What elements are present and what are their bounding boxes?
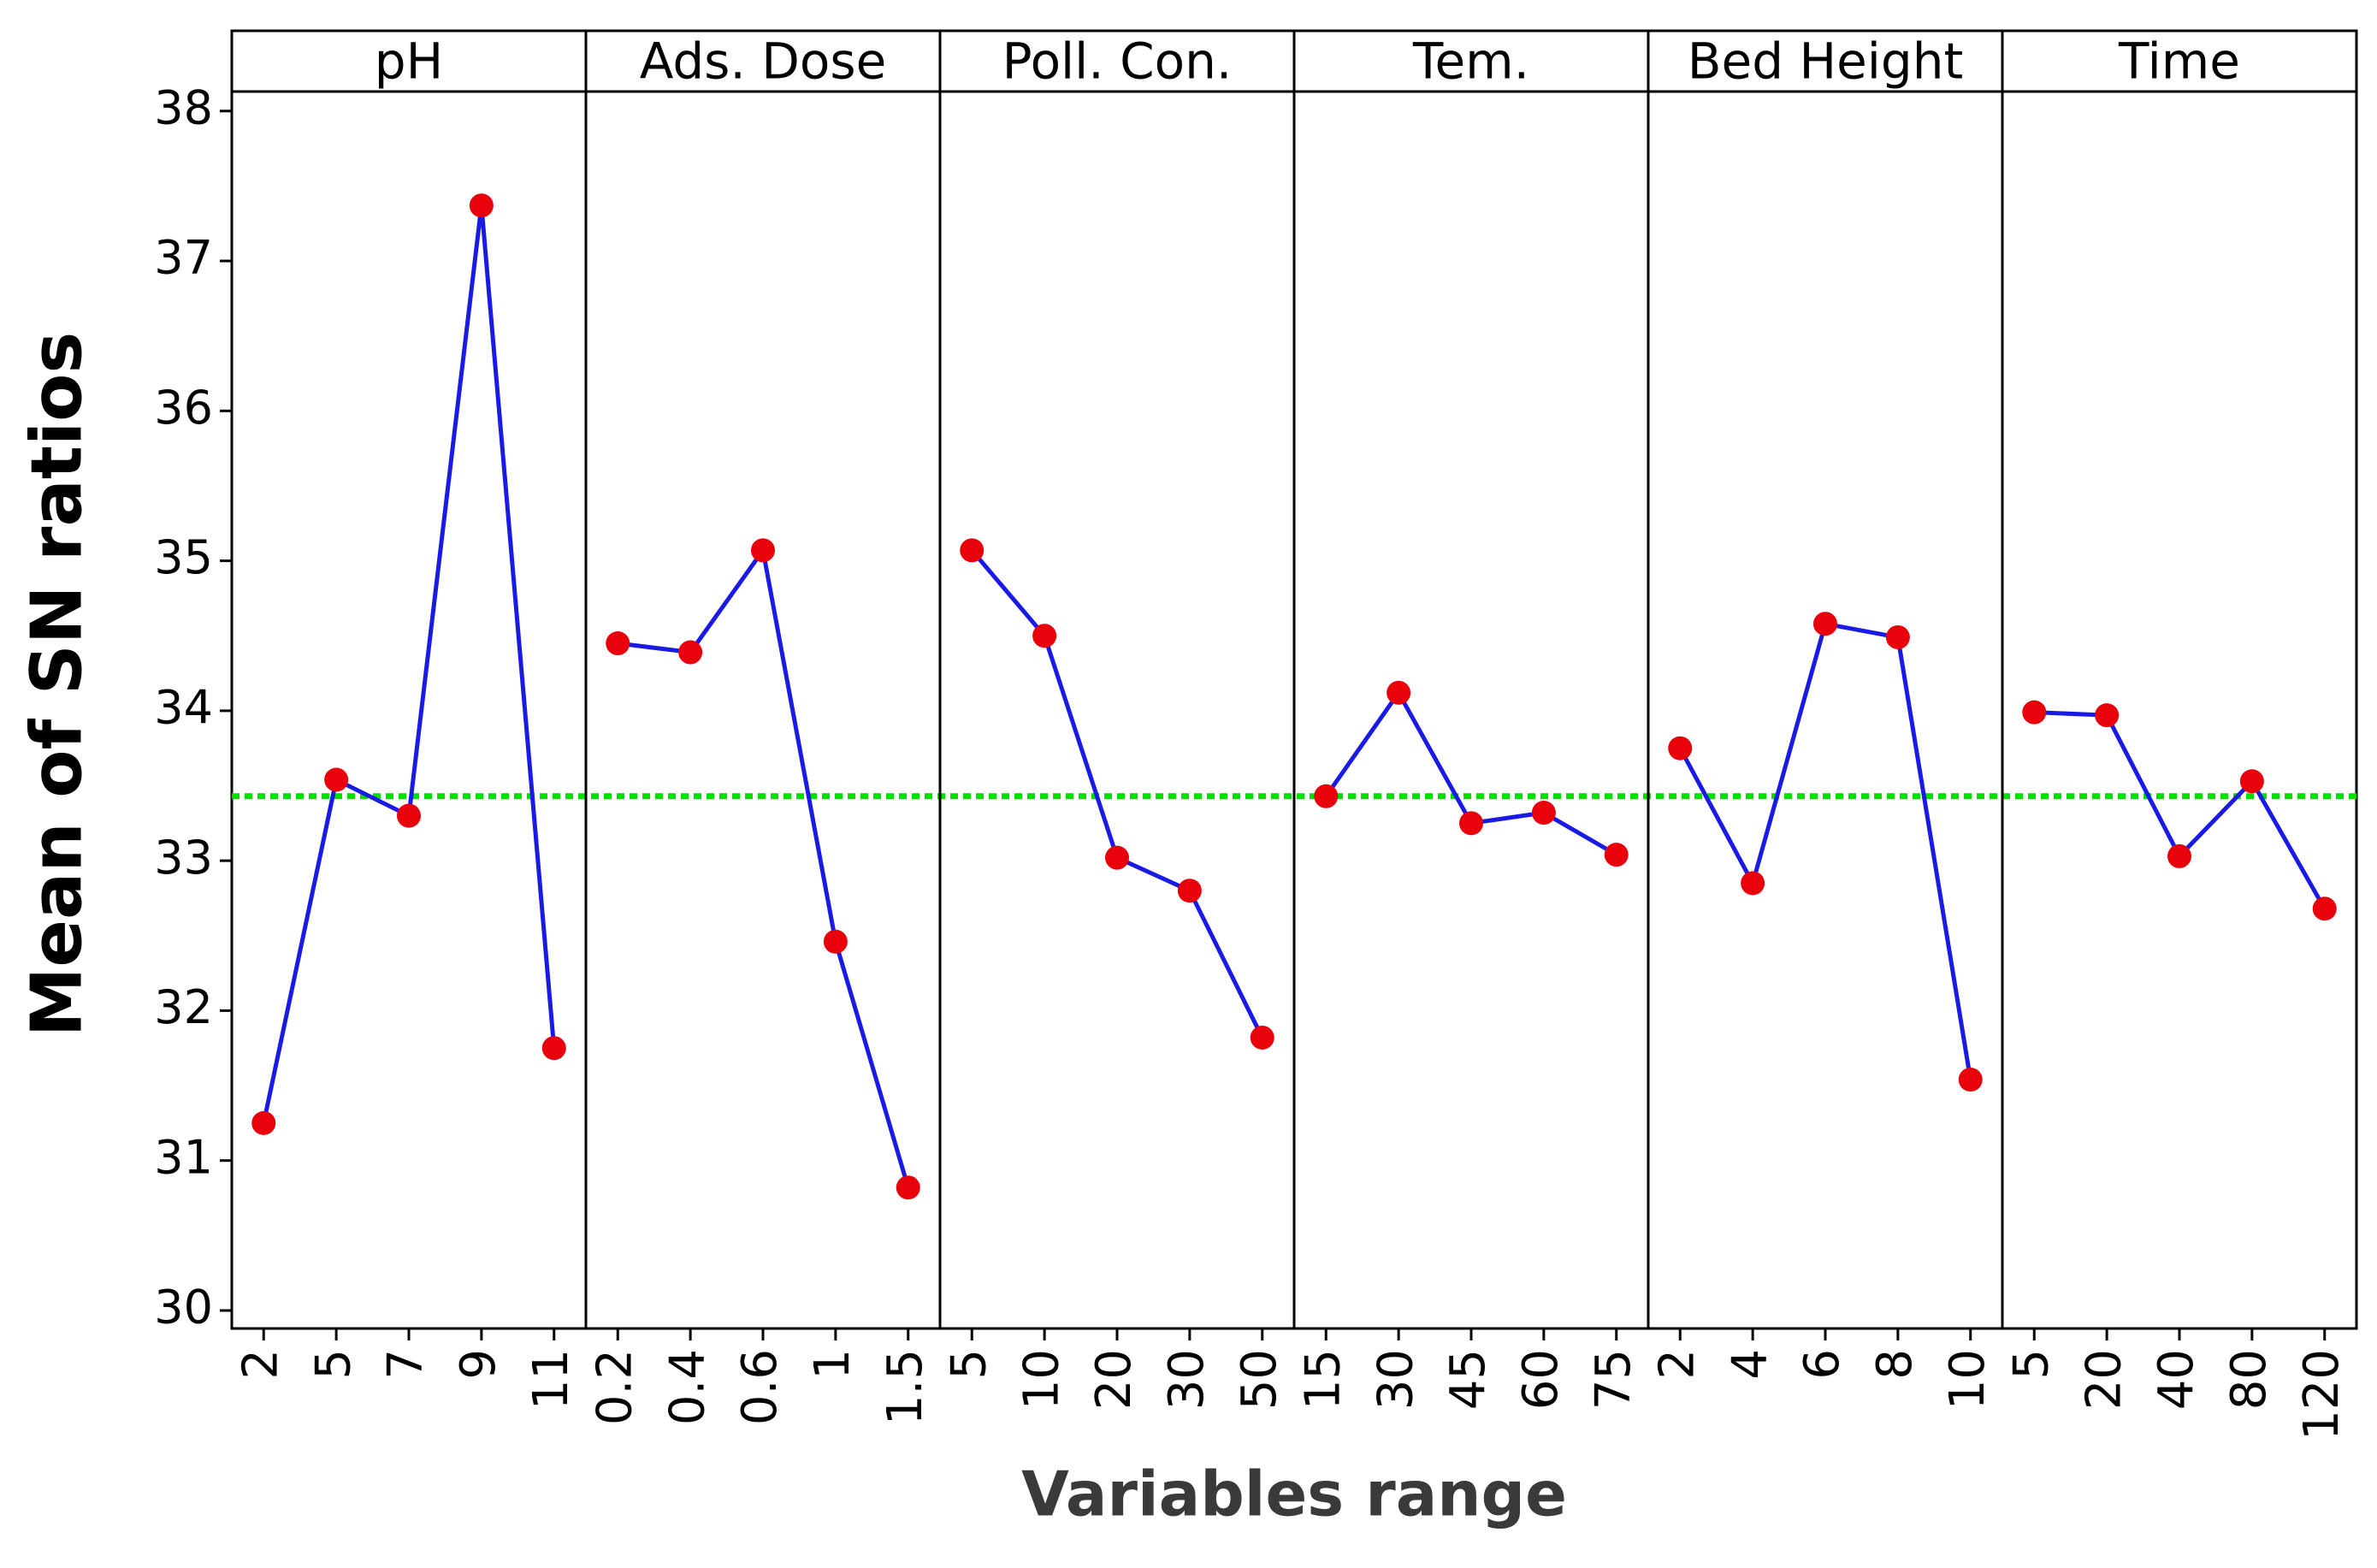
panel-title: pH bbox=[375, 33, 443, 91]
marker bbox=[1885, 624, 1910, 649]
x-tick-label: 10 bbox=[1014, 1349, 1069, 1410]
x-tick-label: 1 bbox=[805, 1349, 860, 1380]
panel-title: Tem. bbox=[1412, 33, 1529, 91]
x-tick-label: 20 bbox=[2076, 1349, 2132, 1410]
marker bbox=[251, 1110, 276, 1135]
x-tick-label: 80 bbox=[2221, 1349, 2277, 1410]
x-tick-label: 30 bbox=[1368, 1349, 1423, 1410]
marker bbox=[324, 767, 349, 792]
marker bbox=[1668, 736, 1693, 760]
marker bbox=[751, 538, 775, 563]
y-tick-label: 34 bbox=[154, 681, 213, 735]
panel-title: Time bbox=[2118, 33, 2240, 91]
x-tick-label: 10 bbox=[1940, 1349, 1996, 1410]
marker bbox=[2312, 896, 2337, 921]
marker bbox=[1314, 784, 1339, 808]
x-tick-label: 5 bbox=[941, 1349, 996, 1380]
panel-title: Bed Height bbox=[1688, 33, 1963, 91]
marker bbox=[1604, 843, 1629, 867]
marker bbox=[1459, 811, 1483, 836]
marker bbox=[2239, 769, 2264, 794]
x-tick-label: 20 bbox=[1086, 1349, 1142, 1410]
x-tick-label: 5 bbox=[305, 1349, 361, 1380]
x-tick-label: 0.6 bbox=[732, 1349, 788, 1425]
x-tick-label: 40 bbox=[2149, 1349, 2204, 1410]
y-tick-label: 37 bbox=[154, 231, 213, 285]
x-tick-label: 60 bbox=[1513, 1349, 1569, 1410]
marker bbox=[1387, 680, 1411, 705]
x-tick-label: 4 bbox=[1722, 1349, 1777, 1380]
marker bbox=[541, 1036, 566, 1061]
x-tick-label: 2 bbox=[1649, 1349, 1705, 1380]
marker bbox=[896, 1175, 920, 1200]
x-tick-label: 50 bbox=[1232, 1349, 1287, 1410]
x-tick-label: 15 bbox=[1295, 1349, 1351, 1410]
x-tick-label: 30 bbox=[1159, 1349, 1215, 1410]
marker bbox=[823, 929, 848, 954]
x-tick-label: 0.4 bbox=[659, 1349, 715, 1425]
effect-line bbox=[1678, 621, 1973, 1080]
marker bbox=[1250, 1025, 1274, 1050]
marker bbox=[960, 538, 985, 563]
x-tick-label: 5 bbox=[2003, 1349, 2059, 1380]
x-tick-label: 11 bbox=[523, 1349, 579, 1410]
marker bbox=[1813, 612, 1837, 636]
x-tick-label: 6 bbox=[1795, 1349, 1850, 1380]
marker bbox=[469, 193, 494, 218]
effect-line bbox=[261, 204, 557, 1124]
x-tick-label: 2 bbox=[233, 1349, 288, 1380]
y-tick-label: 33 bbox=[154, 831, 213, 885]
marker bbox=[1741, 871, 1765, 896]
y-tick-label: 31 bbox=[154, 1130, 213, 1184]
y-axis-label: Mean of SN ratios bbox=[16, 332, 98, 1037]
marker bbox=[606, 631, 630, 656]
x-tick-label: 1.5 bbox=[878, 1349, 933, 1425]
x-tick-label: 120 bbox=[2294, 1349, 2350, 1441]
y-tick-label: 38 bbox=[154, 80, 213, 134]
marker bbox=[2095, 703, 2120, 728]
x-tick-label: 7 bbox=[378, 1349, 434, 1380]
y-tick-label: 36 bbox=[154, 381, 213, 435]
marker bbox=[397, 803, 421, 828]
y-tick-label: 32 bbox=[154, 980, 213, 1034]
panel-title: Poll. Con. bbox=[1002, 33, 1233, 91]
marker bbox=[2022, 700, 2047, 725]
panel-title: Ads. Dose bbox=[640, 33, 887, 91]
y-tick-label: 35 bbox=[154, 530, 213, 584]
marker bbox=[1531, 801, 1556, 825]
y-tick-label: 30 bbox=[154, 1281, 213, 1334]
x-tick-label: 8 bbox=[1867, 1349, 1923, 1380]
effect-line bbox=[2034, 710, 2327, 910]
marker bbox=[1958, 1068, 1983, 1092]
x-tick-label: 9 bbox=[451, 1349, 506, 1380]
marker bbox=[1105, 845, 1129, 870]
x-tick-label: 0.2 bbox=[587, 1349, 642, 1425]
x-tick-label: 45 bbox=[1440, 1349, 1496, 1410]
effect-line bbox=[617, 545, 911, 1188]
marker bbox=[1032, 624, 1057, 648]
marker bbox=[2167, 843, 2191, 868]
x-tick-label: 75 bbox=[1586, 1349, 1641, 1410]
marker bbox=[1177, 879, 1202, 903]
marker bbox=[678, 640, 703, 665]
x-axis-label: Variables range bbox=[1021, 1459, 1567, 1530]
